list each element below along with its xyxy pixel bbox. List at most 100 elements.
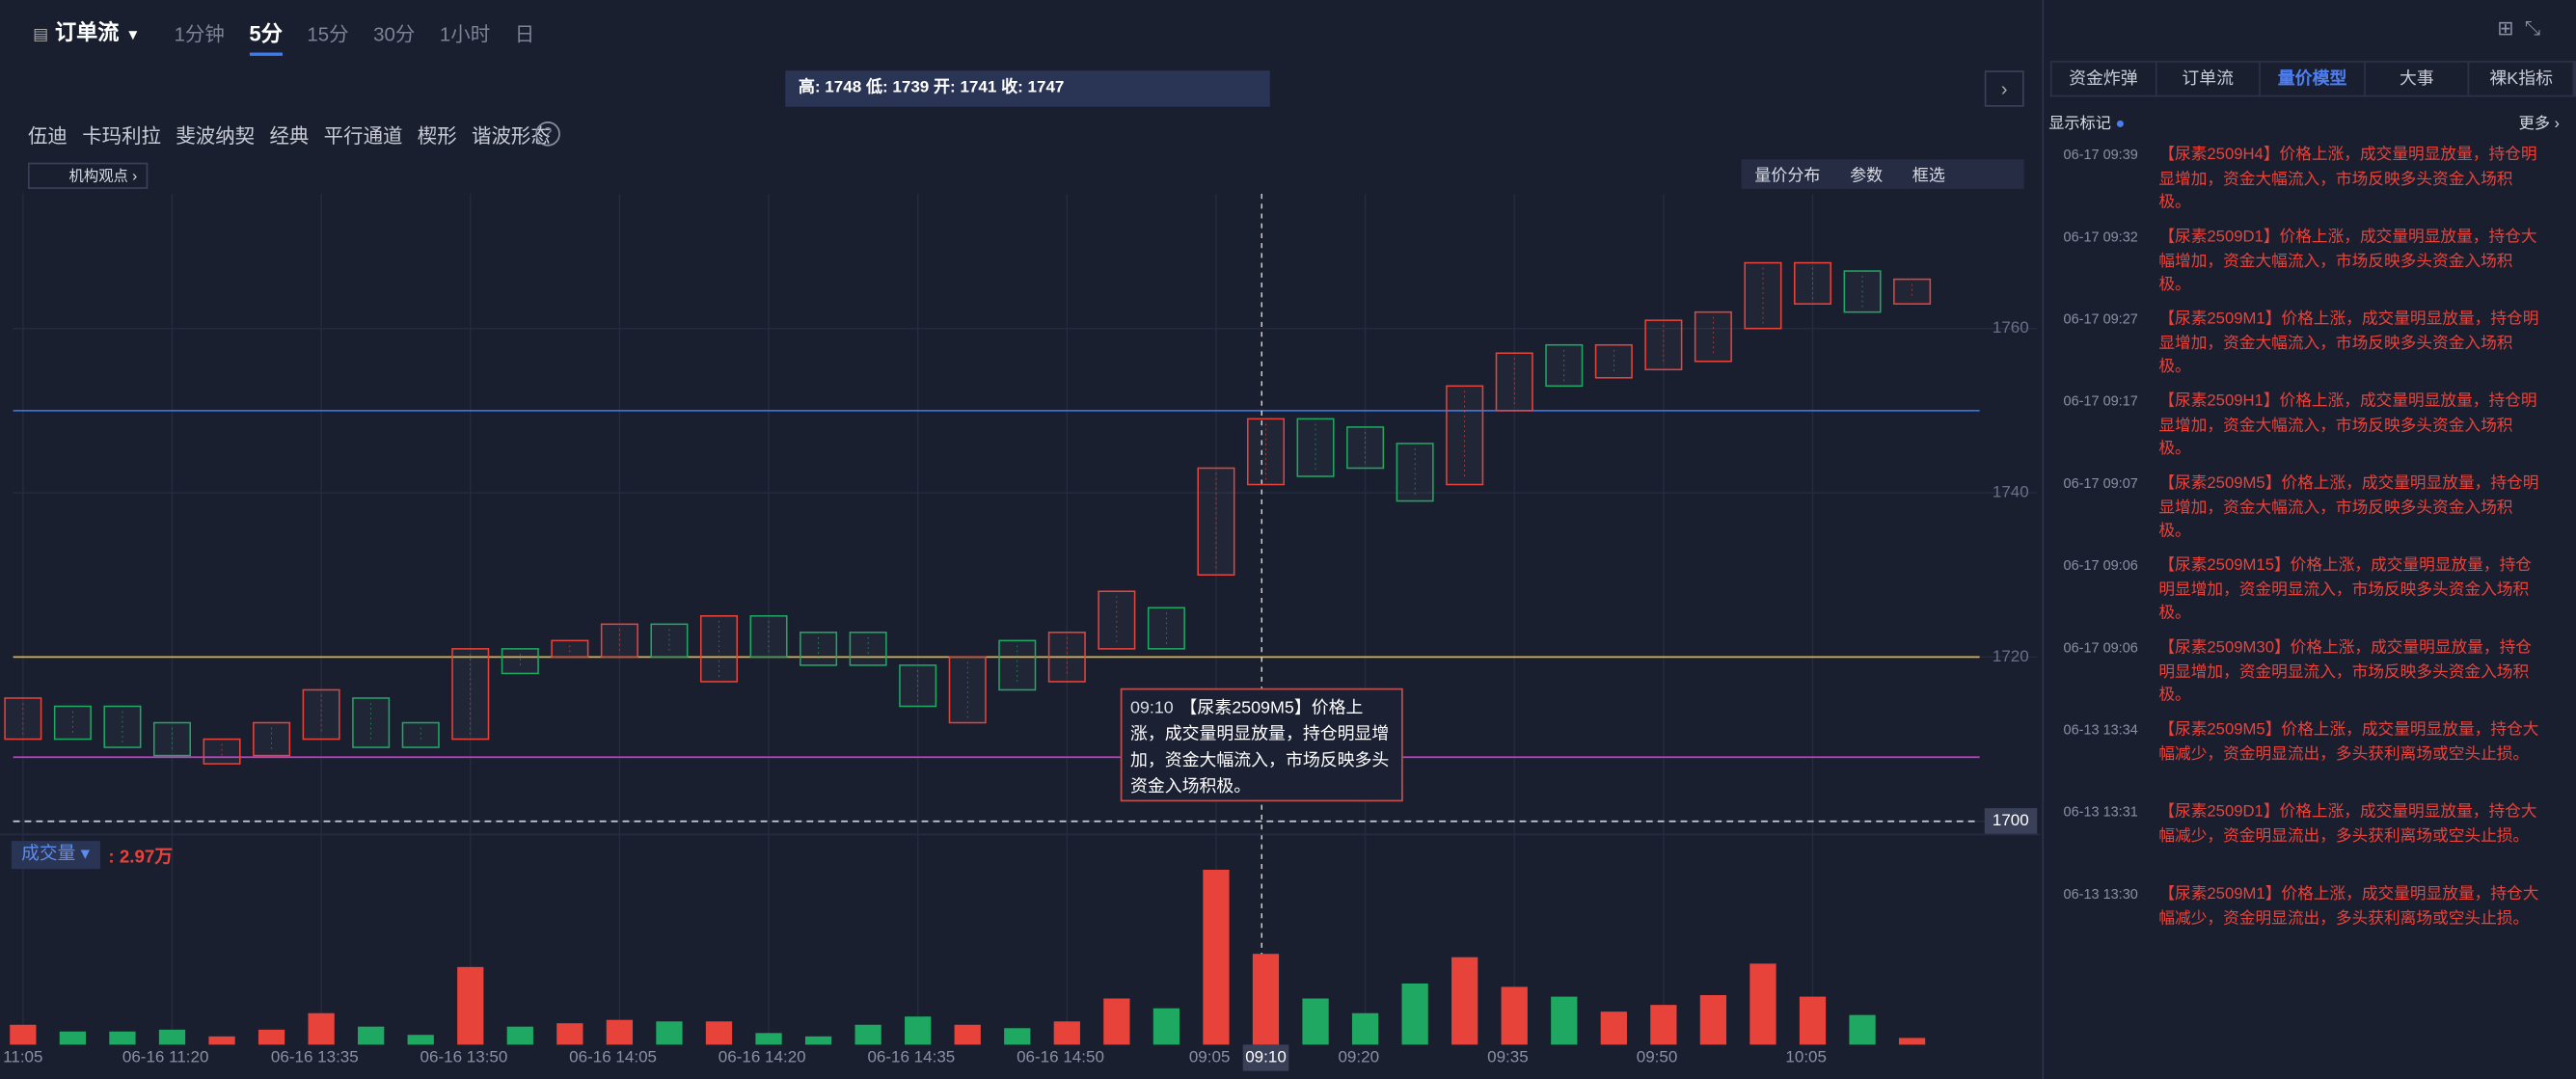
drawing-tool[interactable]: 伍迪 — [27, 124, 68, 148]
volume-readout: : 2.97万 — [108, 847, 174, 868]
badge[interactable]: 机构观点 › — [27, 162, 148, 189]
volume-bar — [1699, 995, 1727, 1045]
volume-bar — [1053, 1021, 1080, 1045]
news-time: 06-13 13:34 — [2063, 720, 2138, 738]
toolbar-title[interactable]: ▤ 订单流 ▼ — [33, 14, 140, 45]
volume-bar — [1351, 1012, 1379, 1045]
tooltip: 09:10 【尿素2509M5】价格上涨，成交量明显放量，持仓明显增加，资金大幅流… — [1120, 688, 1403, 802]
volume-bar — [705, 1021, 733, 1045]
footprint-box — [948, 656, 987, 724]
x-tick-label: 09:50 — [1637, 1048, 1678, 1066]
more[interactable]: 更多 › — [2518, 115, 2560, 133]
volume-bar — [1203, 870, 1230, 1045]
footprint-box — [1893, 278, 1932, 305]
x-tick-label: 06-16 14:50 — [1017, 1048, 1104, 1066]
footprint-box — [1545, 343, 1584, 388]
icon: ▤ — [33, 26, 49, 44]
footprint-box — [899, 664, 937, 708]
volume-bar — [1799, 996, 1827, 1045]
caret: ▼ — [125, 26, 141, 43]
volume-bar — [457, 966, 484, 1045]
period[interactable]: 5分 — [249, 21, 283, 46]
volume-bar — [954, 1024, 981, 1045]
volume-bar — [854, 1024, 881, 1045]
volume-name: 成交量 — [21, 844, 76, 865]
footprint-box — [1594, 343, 1633, 379]
footprint-box — [1396, 443, 1434, 502]
chart-button[interactable]: 框选 — [1912, 167, 1945, 186]
drawing-tool[interactable]: 卡玛利拉 — [82, 124, 161, 148]
tab[interactable]: 资金炸弹 — [2052, 62, 2156, 95]
y-tick-label: 1760 — [1993, 318, 2029, 337]
x-tick-label: 09:10 — [1245, 1048, 1287, 1066]
volume-bar — [1152, 1008, 1180, 1045]
cursor-label-box — [1242, 1044, 1289, 1071]
periods: 1分钟 5分 15分 30分 1小时日 — [175, 16, 559, 49]
volume-bar — [407, 1035, 434, 1045]
news-time: 06-17 09:07 — [2063, 474, 2138, 492]
x-tick-label: 06-16 14:35 — [867, 1048, 955, 1066]
x-tick-label: 06-16 13:35 — [271, 1048, 359, 1066]
footprint-box — [103, 705, 142, 748]
chart-button[interactable]: 参数 — [1850, 167, 1884, 186]
news-time: 06-17 09:06 — [2063, 556, 2138, 574]
drawing-tool[interactable]: 经典 — [269, 124, 310, 148]
footprint-box — [800, 632, 838, 666]
news-text: 【尿素2509M5】价格上涨，成交量明显放量，持仓明显增加，资金大幅流入，市场反… — [2158, 474, 2539, 541]
y-tick-label: 1740 — [1993, 483, 2029, 501]
footprint-box — [1843, 270, 1882, 313]
footprint-box — [1694, 310, 1732, 363]
footprint-box — [302, 688, 340, 741]
volume-bar — [1898, 1038, 1926, 1045]
news-text: 【尿素2509M5】价格上涨，成交量明显放量，持仓大幅减少，资金明显流出，多头获… — [2158, 720, 2539, 764]
tab[interactable]: 大事 — [2366, 62, 2470, 95]
tab[interactable]: 订单流 — [2156, 62, 2262, 95]
x-tick-label: 06-16 11:20 — [122, 1048, 209, 1066]
footprint-box — [1644, 319, 1683, 371]
badge-text: 机构观点 — [68, 167, 128, 184]
help-icon[interactable]: ? — [535, 121, 560, 147]
layout-icons[interactable]: ⊞ ⤡ — [2497, 16, 2541, 40]
volume-bar — [1302, 998, 1329, 1045]
volume-bar — [1551, 996, 1578, 1045]
news-time: 06-17 09:27 — [2063, 310, 2138, 327]
tab[interactable]: 量价模型 — [2261, 62, 2366, 95]
volume-bar — [59, 1031, 87, 1045]
x-tick-label: 11:05 — [3, 1048, 42, 1066]
volume-bar — [1252, 954, 1280, 1045]
volume-bar — [556, 1023, 583, 1045]
volume-bar — [1749, 963, 1776, 1045]
news-time: 06-13 13:30 — [2063, 885, 2138, 903]
footprint-box — [1147, 607, 1185, 650]
footprint-box — [1495, 352, 1533, 412]
period[interactable]: 30分 — [373, 22, 416, 46]
volume-bar — [755, 1033, 782, 1045]
drawing-tool[interactable]: 谐波形态 — [472, 124, 551, 148]
drawing-tool[interactable]: 楔形 — [417, 124, 457, 148]
period[interactable]: 日 — [514, 22, 535, 46]
footprint-box — [53, 705, 92, 741]
footprint-box — [152, 721, 191, 757]
volume-bar — [1600, 1012, 1627, 1045]
chart-button[interactable]: 量价分布 — [1754, 167, 1821, 186]
drawing-tool[interactable]: 斐波纳契 — [176, 124, 256, 148]
volume-selector[interactable]: 成交量 ▾ — [11, 841, 100, 870]
y-tick-box — [1984, 808, 2038, 835]
period[interactable]: 1分钟 — [174, 22, 225, 46]
news-text: 【尿素2509H4】价格上涨，成交量明显放量，持仓明显增加，资金大幅流入，市场反… — [2158, 146, 2537, 212]
side-panel: 资金炸弹 订单流 量价模型 大事 裸K指标 显示标记 ● 更多 › 06-17 09:3… — [2042, 0, 2576, 1079]
volume-bar — [656, 1021, 683, 1045]
tooltip-time: 09:10 — [1129, 697, 1174, 718]
expand-button[interactable]: › — [1984, 70, 2024, 107]
footprint-box — [253, 721, 291, 757]
period[interactable]: 1小时 — [439, 22, 491, 46]
period[interactable]: 15分 — [307, 22, 349, 46]
news-text: 【尿素2509M1】价格上涨，成交量明显放量，持仓明显增加，资金大幅流入，市场反… — [2158, 310, 2539, 377]
show-marks[interactable]: 显示标记 ● — [2048, 110, 2125, 133]
news-time: 06-13 13:31 — [2063, 802, 2138, 821]
drawing-tool[interactable]: 平行通道 — [323, 124, 403, 148]
check: ● — [2115, 115, 2126, 133]
tab[interactable]: 裸K指标 — [2470, 62, 2575, 95]
tooltip-text: 【尿素2509M5】价格上涨，成交量明显放量，持仓明显增加，资金大幅流入，市场反… — [1129, 697, 1390, 797]
